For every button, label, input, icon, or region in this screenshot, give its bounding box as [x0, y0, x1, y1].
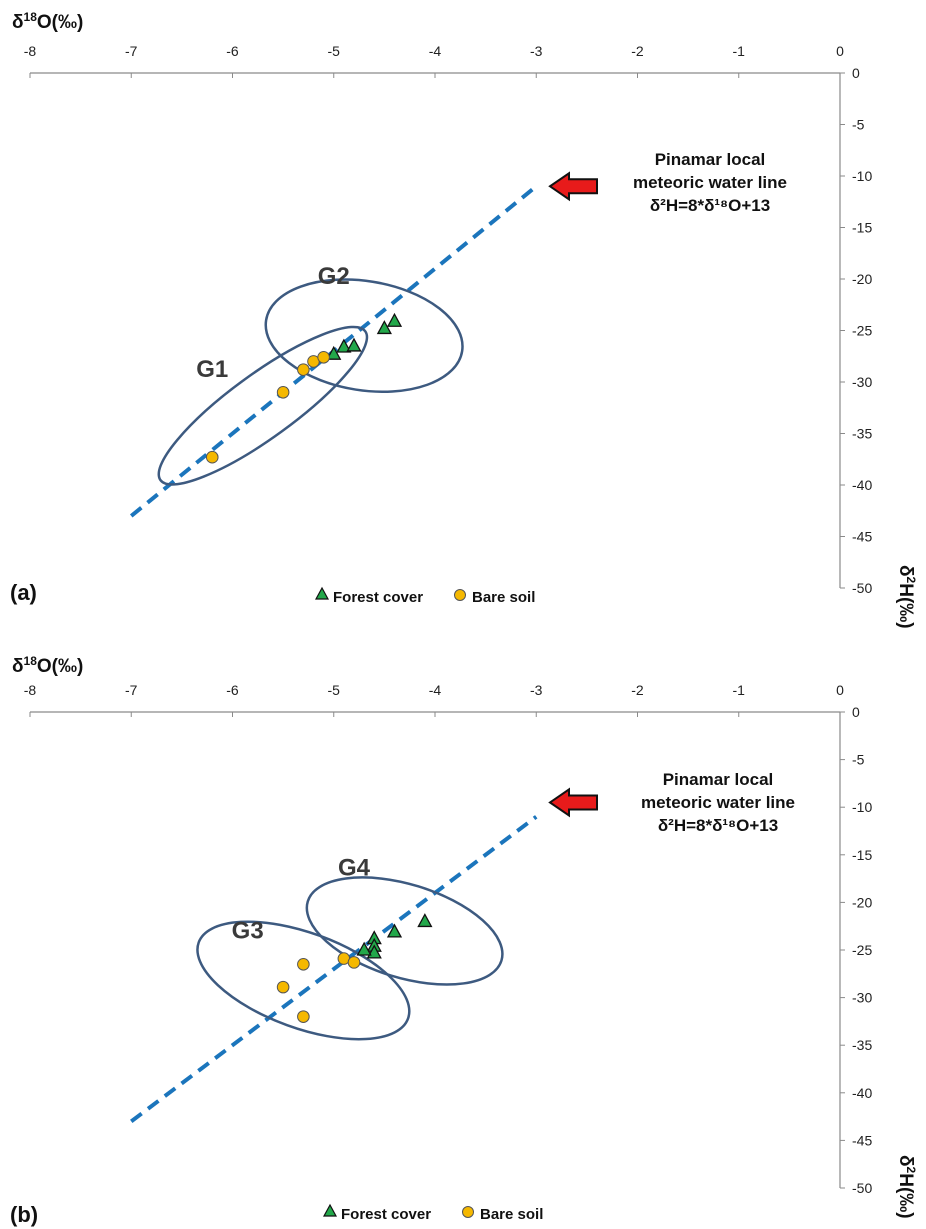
forest-cover-point [346, 337, 362, 352]
bare-soil-point [276, 980, 290, 994]
group-ellipse-g2 [264, 278, 464, 394]
legend-bare-soil-label: Bare soil [472, 589, 535, 606]
y-tick-label: -40 [852, 477, 872, 493]
bare-soil-point [276, 386, 290, 399]
group-label-g2: G2 [318, 263, 350, 290]
red-arrow-icon [548, 787, 598, 818]
y-tick-label: -20 [852, 271, 872, 287]
x-tick-label: -3 [530, 682, 543, 698]
legend-bare-soil-label: Bare soil [480, 1206, 543, 1223]
line-annotation: Pinamar local [663, 770, 774, 789]
legend-bare-soil-marker [462, 1206, 474, 1218]
bare-soil-point [297, 363, 310, 376]
x-tick-label: -1 [733, 43, 746, 59]
y-tick-label: -25 [852, 323, 872, 339]
red-arrow-icon [548, 171, 598, 202]
x-tick-label: -3 [530, 43, 543, 59]
x-tick-label: -5 [328, 682, 341, 698]
chart-panel-1: -8 -7 -6 -5 -4 -3 -2 -1 00-5-10-15-20-25-30-35-4… [10, 10, 918, 629]
y-tick-label: -40 [852, 1085, 872, 1101]
line-annotation: meteoric water line [641, 793, 795, 812]
y-tick-label: -45 [852, 1132, 872, 1148]
x-tick-label: 0 [836, 43, 844, 59]
y-tick-label: 0 [852, 65, 860, 81]
x-axis-title: δ18O(‰) [12, 10, 83, 33]
forest-cover-point [386, 312, 403, 327]
forest-cover-point [376, 320, 392, 335]
y-axis-title: δ2H(‰) [895, 1155, 918, 1219]
x-axis-title: δ18O(‰) [12, 654, 83, 677]
y-tick-label: -10 [852, 168, 872, 184]
x-tick-label: -2 [631, 43, 644, 59]
x-tick-label: -6 [226, 43, 239, 59]
y-tick-label: -5 [852, 117, 865, 133]
line-annotation: meteoric water line [633, 173, 787, 192]
bare-soil-point [205, 450, 219, 464]
forest-cover-point [326, 345, 342, 360]
x-tick-label: -7 [125, 682, 138, 698]
bare-soil-point [297, 1010, 310, 1023]
y-tick-label: -45 [852, 529, 872, 545]
x-tick-label: 0 [836, 682, 844, 698]
forest-cover-point [386, 923, 403, 938]
legend-forest-label: Forest cover [333, 589, 423, 606]
y-tick-label: -10 [852, 799, 872, 815]
panel-label: (b) [10, 1202, 38, 1227]
legend-forest-label: Forest cover [341, 1206, 431, 1223]
group-ellipse-g3 [196, 920, 411, 1041]
y-tick-label: -35 [852, 1037, 872, 1053]
group-label-g3: G3 [232, 918, 264, 945]
x-tick-label: -8 [24, 682, 37, 698]
group-ellipse-g1 [157, 325, 369, 486]
y-tick-label: -5 [852, 752, 865, 768]
line-annotation: δ²H=8*δ¹⁸O+13 [658, 816, 778, 835]
forest-cover-point [417, 913, 433, 928]
y-tick-label: -30 [852, 990, 872, 1006]
y-tick-label: -25 [852, 942, 872, 958]
y-tick-label: -15 [852, 847, 872, 863]
legend-forest-marker [322, 1203, 338, 1217]
group-label-g4: G4 [338, 855, 371, 882]
x-tick-label: -4 [429, 43, 442, 59]
line-annotation: Pinamar local [655, 150, 766, 169]
x-tick-label: -6 [226, 682, 239, 698]
y-tick-label: -30 [852, 374, 872, 390]
x-tick-label: -7 [125, 43, 138, 59]
bare-soil-point [347, 956, 361, 969]
line-annotation: δ²H=8*δ¹⁸O+13 [650, 196, 770, 215]
x-tick-label: -2 [631, 682, 644, 698]
x-tick-label: -4 [429, 682, 442, 698]
panel-label: (a) [10, 580, 37, 605]
y-tick-label: -50 [852, 1180, 872, 1196]
y-tick-label: -50 [852, 580, 872, 596]
x-tick-label: -1 [733, 682, 746, 698]
bare-soil-point [297, 957, 310, 971]
x-tick-label: -5 [328, 43, 341, 59]
legend-bare-soil-marker [454, 589, 466, 601]
y-axis-title: δ2H(‰) [895, 565, 918, 629]
meteoric-water-line [130, 815, 538, 1123]
y-tick-label: -20 [852, 894, 872, 910]
chart-panel-2: -8 -7 -6 -5 -4 -3 -2 -1 00-5-10-15-20-25-30-35-4… [10, 654, 918, 1227]
forest-cover-point [356, 941, 372, 956]
y-tick-label: 0 [852, 704, 860, 720]
y-tick-label: -35 [852, 426, 872, 442]
x-tick-label: -8 [24, 43, 37, 59]
legend-forest-marker [314, 586, 330, 600]
group-label-g1: G1 [196, 356, 228, 383]
bare-soil-point [317, 350, 330, 364]
y-tick-label: -15 [852, 220, 872, 236]
forest-cover-point [336, 338, 352, 353]
group-ellipse-g4 [305, 876, 504, 986]
